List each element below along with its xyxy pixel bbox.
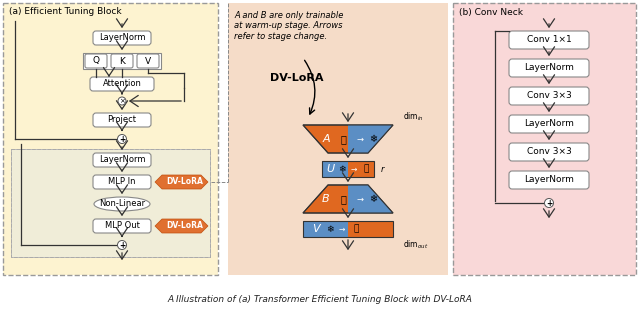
Text: LayerNorm: LayerNorm	[99, 155, 145, 165]
Text: ❄: ❄	[326, 225, 333, 234]
Text: 🔥: 🔥	[353, 225, 358, 234]
FancyBboxPatch shape	[509, 143, 589, 161]
Polygon shape	[303, 125, 393, 153]
Bar	[11, 149, 210, 257]
FancyBboxPatch shape	[90, 77, 154, 91]
Text: Conv 1×1: Conv 1×1	[527, 35, 572, 44]
Bar	[348, 161, 374, 177]
Text: MLP Out: MLP Out	[104, 221, 140, 231]
Bar	[303, 221, 348, 237]
Text: +: +	[546, 198, 552, 207]
Polygon shape	[155, 219, 208, 233]
Text: V: V	[312, 224, 320, 234]
Polygon shape	[348, 185, 393, 213]
Text: ×: ×	[119, 98, 125, 104]
Text: (a) Efficient Tuning Block: (a) Efficient Tuning Block	[9, 8, 122, 17]
FancyBboxPatch shape	[509, 59, 589, 77]
Bar	[3, 3, 218, 275]
Text: LayerNorm: LayerNorm	[524, 63, 574, 72]
Bar	[348, 221, 393, 237]
Text: +: +	[119, 135, 125, 144]
Text: 🔥: 🔥	[340, 134, 346, 144]
Bar	[228, 3, 448, 275]
Text: K: K	[119, 56, 125, 65]
Text: →: →	[339, 225, 345, 234]
Bar	[83, 53, 161, 69]
FancyBboxPatch shape	[93, 175, 151, 189]
Text: V: V	[145, 56, 151, 65]
Text: ❄: ❄	[369, 194, 377, 204]
FancyBboxPatch shape	[137, 54, 159, 68]
Circle shape	[118, 241, 127, 249]
Circle shape	[118, 97, 126, 105]
FancyBboxPatch shape	[93, 31, 151, 45]
Text: →: →	[351, 165, 357, 174]
FancyBboxPatch shape	[509, 115, 589, 133]
FancyBboxPatch shape	[111, 54, 133, 68]
Text: B: B	[322, 194, 330, 204]
Text: ❄: ❄	[339, 165, 346, 174]
Text: LayerNorm: LayerNorm	[524, 120, 574, 129]
Text: DV-LoRA: DV-LoRA	[166, 177, 204, 187]
Text: r: r	[380, 165, 384, 174]
Bar	[3, 3, 218, 275]
Text: Conv 3×3: Conv 3×3	[527, 147, 572, 157]
Text: Project: Project	[108, 115, 136, 124]
Text: dim$_{out}$: dim$_{out}$	[403, 239, 428, 251]
Text: →: →	[356, 195, 364, 204]
Bar	[303, 221, 393, 237]
Text: Conv 3×3: Conv 3×3	[527, 92, 572, 100]
Text: A: A	[322, 134, 330, 144]
Text: 🔥: 🔥	[364, 165, 369, 174]
Text: 🔥: 🔥	[340, 194, 346, 204]
FancyBboxPatch shape	[85, 54, 107, 68]
Text: MLP In: MLP In	[108, 177, 136, 187]
Text: LayerNorm: LayerNorm	[99, 33, 145, 42]
Polygon shape	[303, 185, 393, 213]
Text: DV-LoRA: DV-LoRA	[270, 73, 323, 83]
Text: ❄: ❄	[369, 134, 377, 144]
Polygon shape	[155, 175, 208, 189]
Text: →: →	[356, 135, 364, 144]
Text: +: +	[119, 241, 125, 249]
Polygon shape	[348, 125, 393, 153]
FancyBboxPatch shape	[509, 171, 589, 189]
Text: dim$_{in}$: dim$_{in}$	[403, 111, 424, 123]
Circle shape	[118, 135, 127, 144]
FancyBboxPatch shape	[509, 31, 589, 49]
FancyBboxPatch shape	[93, 219, 151, 233]
Text: Non-Linear: Non-Linear	[99, 199, 145, 209]
Text: A Illustration of (a) Transformer Efficient Tuning Block with DV-LoRA: A Illustration of (a) Transformer Effici…	[168, 295, 472, 305]
Text: Attention: Attention	[102, 79, 141, 88]
Circle shape	[545, 198, 554, 207]
Text: U: U	[326, 164, 334, 174]
Text: (b) Conv Neck: (b) Conv Neck	[459, 8, 523, 17]
Bar	[322, 161, 348, 177]
Text: DV-LoRA: DV-LoRA	[166, 221, 204, 231]
Bar	[453, 3, 636, 275]
FancyBboxPatch shape	[93, 153, 151, 167]
Bar	[11, 149, 210, 257]
Text: Q: Q	[93, 56, 99, 65]
Text: LayerNorm: LayerNorm	[524, 175, 574, 184]
FancyBboxPatch shape	[509, 87, 589, 105]
Bar	[453, 3, 636, 275]
Ellipse shape	[94, 197, 150, 211]
FancyBboxPatch shape	[93, 113, 151, 127]
Bar	[322, 161, 374, 177]
Text: A and B are only trainable
at warm-up stage. Arrows
refer to stage change.: A and B are only trainable at warm-up st…	[234, 11, 344, 41]
